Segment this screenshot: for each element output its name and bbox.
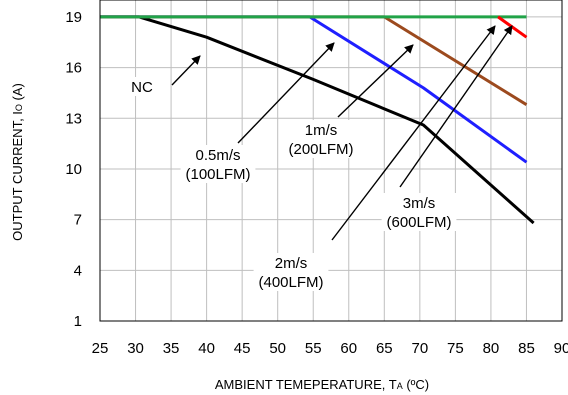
annotation-label: (600LFM): [386, 214, 451, 231]
annotation-label: 3m/s: [403, 195, 436, 212]
x-tick-label: 65: [376, 340, 393, 357]
y-tick-label: 19: [65, 9, 82, 26]
annotation-arrow: [171, 55, 201, 86]
annotations: NC 0.5m/s (100LFM) 1m/s (200LFM) 2m/s (400LFM)…: [130, 25, 513, 291]
x-tick-label: 35: [163, 340, 180, 357]
y-tick-label: 13: [65, 110, 82, 127]
annotation-arrow: [399, 25, 513, 188]
y-tick-label: 1: [74, 313, 82, 330]
annotation-label: (200LFM): [288, 141, 353, 158]
annotation-label: NC: [131, 79, 153, 96]
annotation-arrow: [237, 42, 335, 144]
annotation-arrow: [337, 44, 414, 118]
x-tick-label: 25: [92, 340, 109, 357]
y-tick-labels: 1 4 7 10 13 16 19: [65, 9, 82, 330]
annotation-arrow: [331, 25, 496, 241]
annotation-background: [283, 120, 359, 158]
x-tick-label: 70: [412, 340, 429, 357]
x-tick-label: 90: [554, 340, 568, 357]
plot-frame: [99, 0, 563, 322]
annotation-background: [130, 77, 154, 96]
series-lines: [100, 15, 535, 225]
annotation-label: 0.5m/s: [195, 147, 240, 164]
y-axis-label: OUTPUT CURRENT, IO (A): [10, 83, 25, 241]
x-tick-label: 30: [127, 340, 144, 357]
annotation-label: (400LFM): [258, 274, 323, 291]
annotation-label: 1m/s: [305, 122, 338, 139]
annotation-label: (100LFM): [185, 166, 250, 183]
x-tick-label: 40: [198, 340, 215, 357]
x-axis-label: AMBIENT TEMEPERATURE, TA (ºC): [215, 377, 429, 392]
x-tick-label: 60: [340, 340, 357, 357]
x-tick-label: 80: [483, 340, 500, 357]
y-tick-label: 4: [74, 262, 82, 279]
x-tick-label: 55: [305, 340, 322, 357]
annotation-label: 2m/s: [275, 255, 308, 272]
annotation-background: [253, 253, 329, 291]
y-tick-label: 7: [74, 212, 82, 229]
x-tick-label: 45: [234, 340, 251, 357]
annotation-background: [381, 193, 457, 231]
plot-background: [100, 0, 562, 321]
x-tick-label: 85: [518, 340, 535, 357]
x-tick-label: 50: [269, 340, 286, 357]
annotation-background: [180, 145, 256, 183]
x-tick-label: 75: [447, 340, 464, 357]
y-tick-label: 10: [65, 161, 82, 178]
x-tick-labels: 25 30 35 40 45 50 55 60 65 70 75 80 85 90: [92, 340, 568, 357]
y-tick-label: 16: [65, 60, 82, 77]
